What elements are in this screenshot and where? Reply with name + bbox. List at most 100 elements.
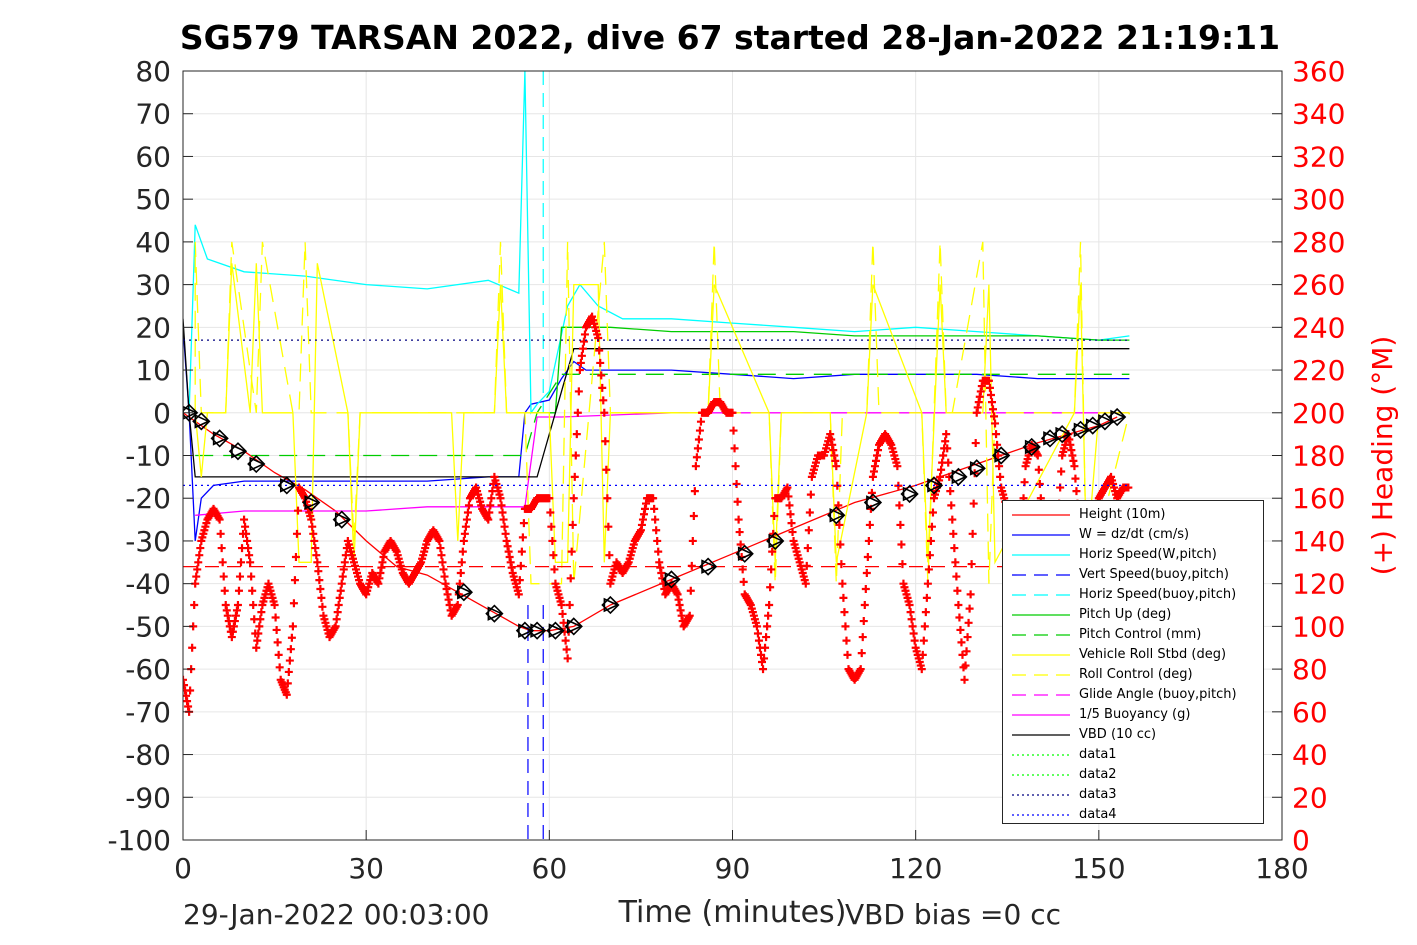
legend-item: Glide Angle (buoy,pitch) bbox=[1003, 685, 1265, 705]
legend-swatch bbox=[1012, 554, 1070, 556]
height-marker bbox=[900, 484, 919, 504]
legend-label: VBD (10 cc) bbox=[1079, 727, 1157, 742]
legend: Height (10m) W = dz/dt (cm/s) Horiz Speed(… bbox=[1002, 500, 1264, 824]
heading-point bbox=[688, 536, 697, 545]
height-marker-triangle bbox=[603, 597, 620, 613]
heading-point bbox=[835, 520, 844, 529]
heading-point bbox=[290, 576, 299, 585]
heading-point bbox=[574, 387, 583, 396]
heading-point bbox=[858, 633, 867, 642]
height-marker bbox=[949, 467, 968, 486]
heading-point bbox=[841, 622, 850, 631]
heading-point bbox=[788, 528, 797, 537]
heading-point bbox=[257, 608, 266, 617]
legend-swatch bbox=[1012, 694, 1070, 696]
height-marker-diamond bbox=[546, 621, 565, 640]
heading-point bbox=[254, 629, 263, 638]
x-tick-label: 0 bbox=[174, 852, 192, 885]
height-marker-triangle bbox=[249, 456, 266, 472]
legend-label: Horiz Speed(buoy,pitch) bbox=[1079, 587, 1237, 602]
heading-point bbox=[561, 636, 570, 645]
x-axis-label: Time (minutes) bbox=[618, 895, 847, 930]
heading-point bbox=[805, 508, 814, 517]
height-marker-diamond bbox=[527, 621, 547, 640]
heading-point bbox=[599, 396, 608, 405]
legend-swatch bbox=[1012, 534, 1070, 536]
height-marker bbox=[967, 459, 986, 478]
height-marker-triangle bbox=[951, 469, 968, 485]
heading-point bbox=[1124, 483, 1133, 492]
heading-point bbox=[753, 629, 762, 638]
heading-point bbox=[501, 529, 510, 538]
heading-point bbox=[272, 625, 281, 634]
heading-point bbox=[895, 501, 904, 510]
height-marker bbox=[766, 531, 785, 551]
heading-point bbox=[440, 572, 449, 581]
heading-point bbox=[516, 561, 525, 570]
heading-point bbox=[190, 601, 199, 610]
footer-vbd-bias: VBD bias =0 cc bbox=[845, 898, 1061, 931]
heading-point bbox=[944, 458, 953, 467]
height-marker bbox=[564, 617, 583, 636]
heading-point bbox=[961, 661, 970, 670]
height-marker-triangle bbox=[518, 623, 534, 638]
legend-label: data2 bbox=[1079, 767, 1117, 782]
height-marker-diamond bbox=[564, 617, 583, 636]
heading-point bbox=[839, 593, 848, 602]
height-marker-triangle bbox=[1055, 426, 1072, 442]
heading-point bbox=[255, 622, 264, 631]
heading-point bbox=[992, 430, 1001, 439]
heading-point bbox=[649, 494, 658, 503]
heading-point bbox=[862, 568, 871, 577]
right-tick-label: 100 bbox=[1292, 610, 1345, 643]
heading-point bbox=[989, 405, 998, 414]
height-marker-triangle bbox=[1073, 422, 1090, 438]
legend-item: Pitch Control (mm) bbox=[1003, 625, 1265, 645]
legend-swatch bbox=[1012, 734, 1070, 736]
heading-point bbox=[984, 376, 993, 385]
heading-point bbox=[861, 585, 870, 594]
series-horiz-speed-w-pitch bbox=[188, 71, 1130, 415]
heading-point bbox=[595, 346, 604, 355]
right-axis-label: (+) Heading (°M) bbox=[1366, 336, 1399, 576]
heading-point bbox=[312, 551, 321, 560]
legend-swatch bbox=[1012, 674, 1070, 676]
heading-point bbox=[856, 665, 865, 674]
heading-point bbox=[548, 536, 557, 545]
heading-point bbox=[694, 435, 703, 444]
height-marker-diamond bbox=[183, 403, 199, 422]
heading-point bbox=[864, 536, 873, 545]
heading-point bbox=[565, 601, 574, 610]
heading-point bbox=[575, 366, 584, 375]
heading-point bbox=[963, 633, 972, 642]
heading-point bbox=[578, 344, 587, 353]
left-tick-label: 30 bbox=[135, 269, 171, 302]
heading-point bbox=[309, 529, 318, 538]
height-marker-diamond bbox=[949, 467, 968, 486]
heading-point bbox=[690, 487, 699, 496]
heading-point bbox=[765, 601, 774, 610]
height-marker-diamond bbox=[766, 531, 785, 551]
heading-point bbox=[1033, 451, 1042, 460]
heading-point bbox=[569, 494, 578, 503]
right-tick-label: 120 bbox=[1292, 568, 1345, 601]
heading-point bbox=[188, 643, 197, 652]
left-tick-label: -60 bbox=[125, 653, 171, 686]
series-heading-m bbox=[183, 312, 1133, 716]
heading-point bbox=[518, 533, 527, 542]
heading-point bbox=[237, 558, 246, 567]
height-marker-triangle bbox=[1043, 431, 1059, 446]
heading-point bbox=[195, 551, 204, 560]
heading-point bbox=[517, 547, 526, 556]
legend-item: W = dz/dt (cm/s) bbox=[1003, 525, 1265, 545]
height-marker-diamond bbox=[210, 429, 229, 448]
heading-point bbox=[484, 515, 493, 524]
heading-point bbox=[905, 601, 914, 610]
heading-point bbox=[836, 540, 845, 549]
heading-point bbox=[921, 608, 930, 617]
heading-point bbox=[463, 508, 472, 517]
heading-point bbox=[917, 665, 926, 674]
heading-point bbox=[785, 501, 794, 510]
heading-point bbox=[696, 417, 705, 426]
heading-point bbox=[519, 519, 528, 528]
